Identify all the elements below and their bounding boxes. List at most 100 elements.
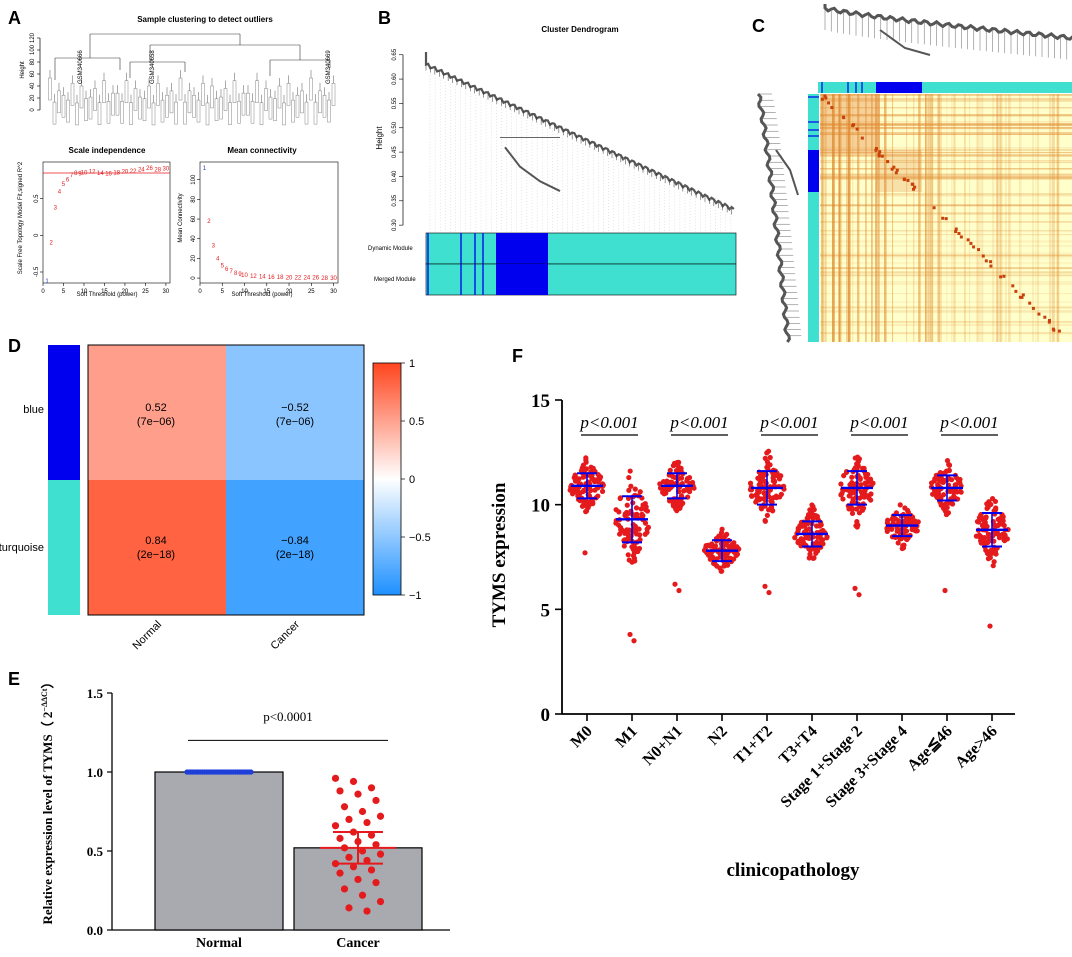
c-heat-diag-6 [860, 136, 864, 140]
f-point-6-93 [858, 482, 864, 488]
f-point-2-8 [667, 467, 673, 473]
a1-leaf-label-box-53 [286, 83, 291, 106]
c-heat-row-66 [820, 267, 1072, 269]
e-point-cancer-13 [367, 831, 376, 839]
b-tick-label-6: 0.60 [392, 73, 398, 85]
f-y-tick-label-0: 0 [541, 705, 551, 726]
a2-x-tick-label-0: 0 [41, 289, 45, 295]
c-heat-row-41 [820, 254, 1072, 257]
d-pvalue-turquoise-cancer: (2e−18) [276, 549, 314, 561]
c-heat-col-32 [929, 94, 932, 342]
f-comparison-label-1: p<0.001 [669, 413, 728, 432]
c-heat-row-33 [820, 241, 1072, 243]
f-y-tick-label-2: 10 [531, 496, 550, 517]
f-point-0-12 [592, 487, 598, 493]
a3-x-tick-label-1: 5 [221, 289, 225, 295]
a1-leaf-label-box-16 [120, 101, 124, 124]
a1-leaf-label-box-59 [313, 101, 318, 125]
e-point-cancer-29 [358, 891, 367, 899]
c-heat-diag-50 [1020, 295, 1024, 299]
f-point-5-84 [796, 538, 802, 544]
c-heat-row-4 [820, 114, 1072, 116]
c-heat-row-57 [820, 255, 1072, 257]
c-heat-row-29 [820, 301, 1072, 303]
c-heat-col-46 [822, 94, 825, 342]
d-pvalue-blue-normal: (7e−06) [137, 416, 175, 428]
f-point-1-89 [629, 544, 635, 550]
e-category-cancer: Cancer [336, 936, 380, 951]
a2-point-3: 3 [54, 205, 58, 211]
c-heat-row-46 [820, 245, 1072, 247]
f-point-3-92 [720, 535, 726, 541]
f-point-3-77 [705, 552, 712, 558]
f-point-9-26 [1001, 522, 1007, 529]
c-heat-diag-47 [954, 230, 958, 234]
c-heat-diag-22 [890, 167, 894, 171]
a1-leaf-label-box-23 [151, 102, 156, 126]
f-point-0-8 [599, 488, 606, 494]
f-point-6-64 [849, 506, 855, 512]
a3-point-1: 1 [203, 166, 207, 172]
e-point-cancer-11 [331, 822, 340, 830]
f-point-6-53 [838, 492, 844, 498]
b-title: Cluster Dendrogram [541, 25, 618, 34]
e-category-normal: Normal [196, 936, 242, 951]
c-heat-col-39 [1019, 94, 1022, 342]
d-cell-blue-cancer [226, 345, 364, 480]
c-heat-col-51 [892, 94, 894, 342]
c-heat-col-58 [1008, 94, 1011, 342]
f-point-1-25 [627, 468, 633, 474]
c-heat-row-27 [820, 127, 1072, 129]
c-heat-col-43 [852, 94, 854, 342]
e-point-cancer-0 [331, 774, 340, 782]
a2-point-2: 2 [50, 241, 54, 247]
c-heat-row-22 [820, 324, 1072, 326]
c-top-subtree [879, 29, 931, 56]
b-module-row-1 [425, 263, 737, 296]
e-y-label-end: ） [40, 676, 55, 689]
a1-leaf-label-box-31 [187, 90, 192, 114]
a2-point-20: 20 [122, 170, 129, 176]
c-heat-diag-13 [969, 241, 973, 245]
c-heat-col-6 [954, 94, 956, 342]
f-point-2-81 [670, 503, 677, 509]
a2-x-tick-label-2: 10 [81, 289, 88, 295]
a2-point-12: 12 [89, 170, 96, 176]
a1-leaf-label-box-7 [79, 85, 84, 109]
c-heat-row-51 [820, 221, 1072, 223]
d-colorbar-tick-label-4: −1 [409, 590, 422, 602]
f-point-9-57 [984, 505, 990, 511]
c-heat-row-7 [820, 271, 1072, 273]
c-heat-row-30 [820, 307, 1072, 309]
f-point-3-83 [719, 568, 725, 574]
e-point-cancer-21 [363, 856, 371, 865]
c-heat-col-8 [848, 94, 850, 342]
a2-point-18: 18 [113, 170, 120, 176]
c-heat-col-38 [839, 94, 841, 342]
c-heat-diag-45 [1002, 274, 1006, 278]
a3-y-tick-label-1: 20 [191, 254, 197, 261]
f-point-2-72 [689, 479, 696, 486]
f-point-3-80 [731, 540, 737, 546]
c-heat-diag-20 [977, 248, 981, 252]
c-heat-row-54 [820, 121, 1072, 123]
f-point-5-63 [814, 523, 820, 529]
f-point-9-21 [976, 519, 982, 525]
f-x-label: clinicopathology [726, 860, 860, 881]
f-x-tick-label-5: T3+T4 [776, 723, 821, 768]
c-heat-diag-42 [1047, 319, 1051, 323]
f-point-1-49 [632, 558, 638, 564]
a1-title: Sample clustering to detect outliers [137, 15, 273, 24]
a1-leaf-label-box-4 [66, 99, 70, 123]
mean-connectivity-plot: Mean connectivity Soft Threshold (power)… [178, 146, 339, 298]
a3-y-tick-label-0: 0 [191, 276, 197, 280]
c-heat-col-25 [1052, 94, 1055, 342]
c-heat-col-49 [906, 94, 908, 342]
c-heat-diag-2 [892, 165, 896, 169]
c-heat-diag-43 [895, 168, 899, 172]
f-point-2-70 [681, 488, 687, 494]
c-top-module-strip [818, 82, 1072, 93]
f-point-4-81 [762, 518, 768, 524]
a3-y-tick-label-3: 60 [191, 215, 197, 222]
